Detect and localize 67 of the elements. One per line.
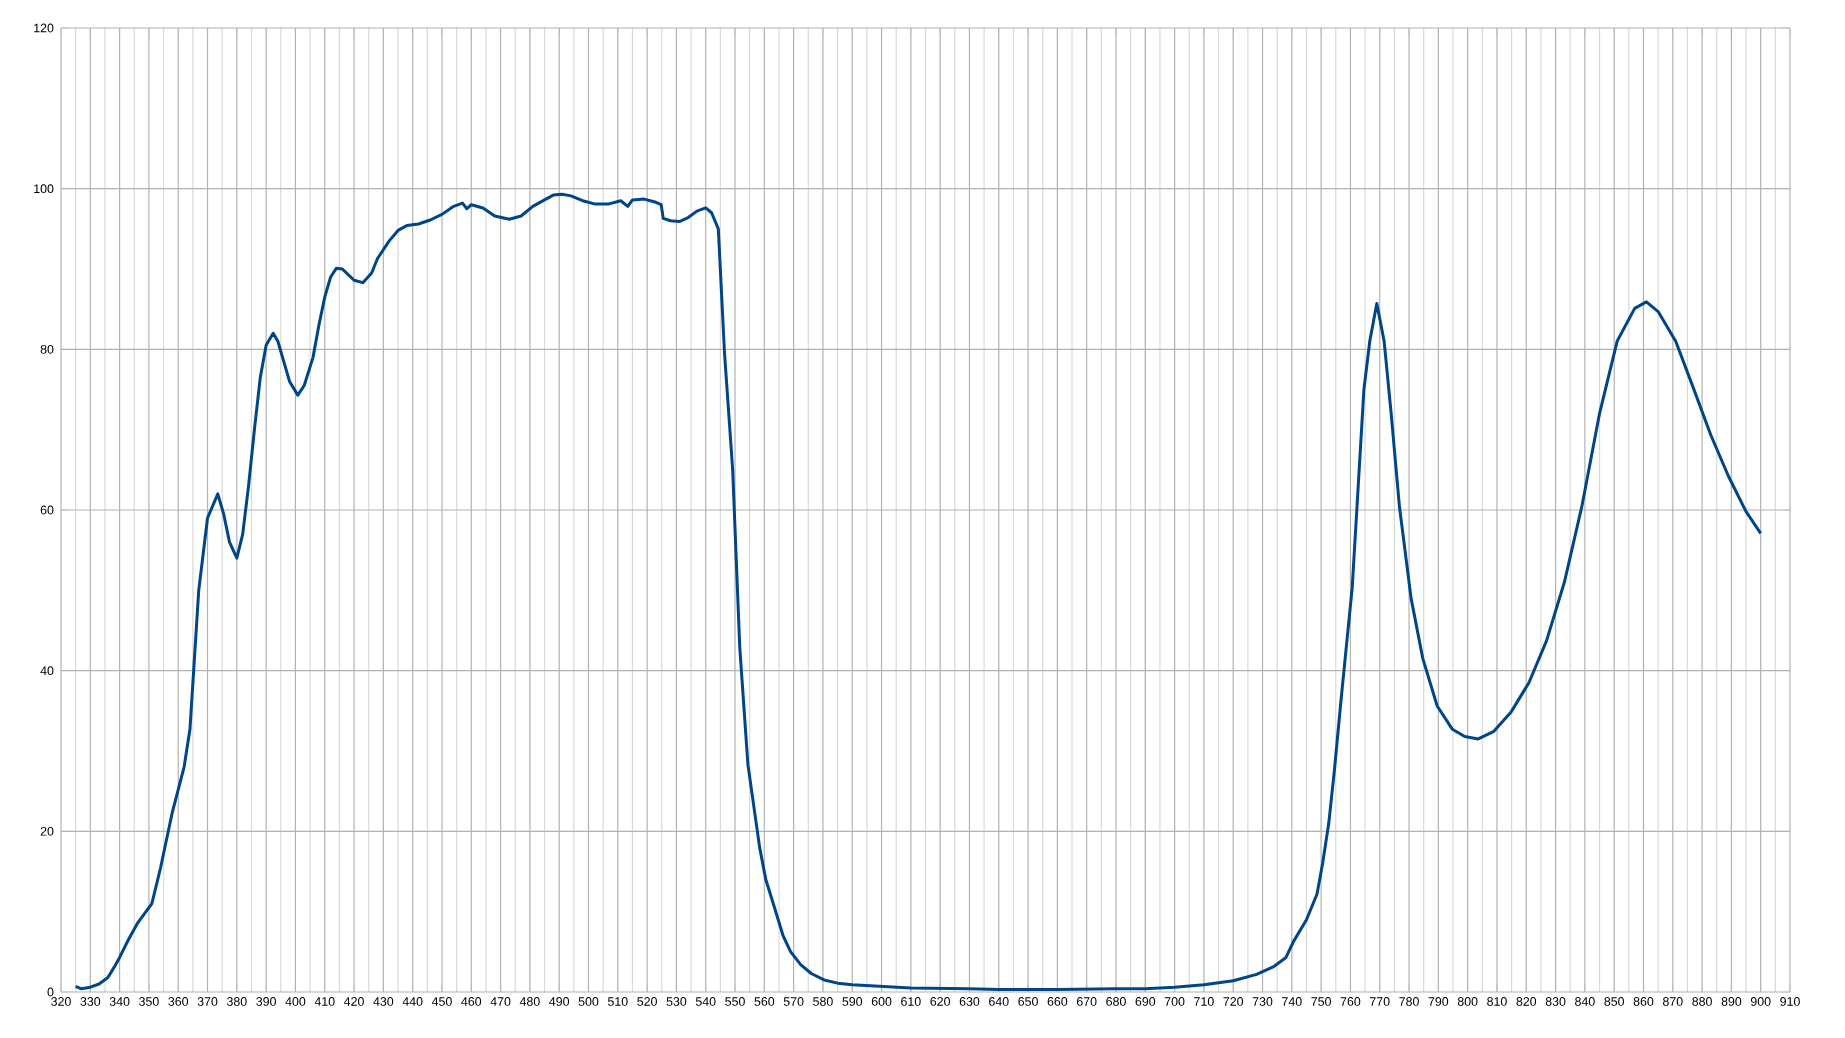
x-tick-label: 470 xyxy=(490,997,511,1006)
x-tick-label: 610 xyxy=(901,997,921,1006)
x-tick-label: 400 xyxy=(285,997,306,1006)
x-tick-label: 340 xyxy=(109,997,130,1006)
x-tick-label: 790 xyxy=(1428,997,1449,1006)
y-tick-label: 40 xyxy=(40,666,54,676)
y-tick-label: 0 xyxy=(47,987,54,997)
x-tick-label: 710 xyxy=(1194,997,1214,1006)
x-tick-label: 530 xyxy=(666,997,687,1006)
x-tick-label: 510 xyxy=(607,997,628,1006)
y-tick-label: 60 xyxy=(40,505,54,515)
x-tick-label: 570 xyxy=(783,997,804,1006)
x-tick-label: 420 xyxy=(343,997,364,1006)
x-tick-label: 690 xyxy=(1135,997,1156,1006)
y-tick-label: 120 xyxy=(34,23,54,33)
x-tick-label: 810 xyxy=(1487,997,1507,1006)
x-tick-label: 720 xyxy=(1223,997,1244,1006)
x-tick-label: 520 xyxy=(637,997,657,1006)
x-tick-label: 480 xyxy=(519,997,540,1006)
x-tick-label: 740 xyxy=(1282,997,1302,1006)
x-tick-label: 910 xyxy=(1780,997,1800,1006)
x-tick-label: 800 xyxy=(1457,997,1478,1006)
x-tick-label: 650 xyxy=(1018,997,1038,1006)
y-tick-label: 80 xyxy=(40,344,54,354)
x-tick-label: 730 xyxy=(1252,997,1273,1006)
x-tick-label: 460 xyxy=(461,997,482,1006)
y-tick-label: 20 xyxy=(40,826,54,836)
x-tick-label: 850 xyxy=(1604,997,1625,1006)
x-tick-label: 680 xyxy=(1106,997,1126,1006)
x-tick-label: 820 xyxy=(1516,997,1537,1006)
x-tick-label: 600 xyxy=(871,997,892,1006)
x-tick-label: 640 xyxy=(989,997,1009,1006)
x-tick-label: 890 xyxy=(1721,997,1742,1006)
x-tick-label: 500 xyxy=(578,997,599,1006)
x-tick-label: 390 xyxy=(256,997,276,1006)
x-tick-label: 780 xyxy=(1399,997,1419,1006)
x-tick-label: 880 xyxy=(1692,997,1712,1006)
x-tick-label: 330 xyxy=(80,997,101,1006)
x-tick-label: 870 xyxy=(1662,997,1683,1006)
x-tick-label: 760 xyxy=(1340,997,1361,1006)
x-tick-label: 450 xyxy=(431,997,452,1006)
x-tick-label: 410 xyxy=(314,997,335,1006)
x-tick-label: 630 xyxy=(959,997,980,1006)
x-tick-label: 560 xyxy=(754,997,775,1006)
x-tick-label: 440 xyxy=(402,997,423,1006)
x-tick-label: 490 xyxy=(549,997,570,1006)
x-tick-label: 750 xyxy=(1311,997,1331,1006)
x-tick-label: 590 xyxy=(842,997,863,1006)
x-tick-label: 360 xyxy=(168,997,189,1006)
x-tick-label: 350 xyxy=(139,997,159,1006)
x-tick-label: 370 xyxy=(197,997,218,1006)
x-tick-label: 700 xyxy=(1164,997,1185,1006)
x-tick-label: 430 xyxy=(373,997,394,1006)
y-tick-label: 100 xyxy=(34,184,54,194)
x-tick-label: 670 xyxy=(1076,997,1097,1006)
x-tick-label: 550 xyxy=(725,997,745,1006)
x-tick-label: 900 xyxy=(1750,997,1771,1006)
x-tick-label: 580 xyxy=(813,997,833,1006)
x-tick-label: 860 xyxy=(1633,997,1654,1006)
x-tick-label: 540 xyxy=(695,997,716,1006)
x-tick-label: 380 xyxy=(226,997,247,1006)
x-tick-label: 660 xyxy=(1047,997,1068,1006)
x-tick-label: 770 xyxy=(1370,997,1390,1006)
x-tick-label: 620 xyxy=(930,997,950,1006)
x-tick-label: 840 xyxy=(1575,997,1595,1006)
x-tick-label: 830 xyxy=(1545,997,1566,1006)
x-tick-label: 320 xyxy=(51,997,71,1006)
